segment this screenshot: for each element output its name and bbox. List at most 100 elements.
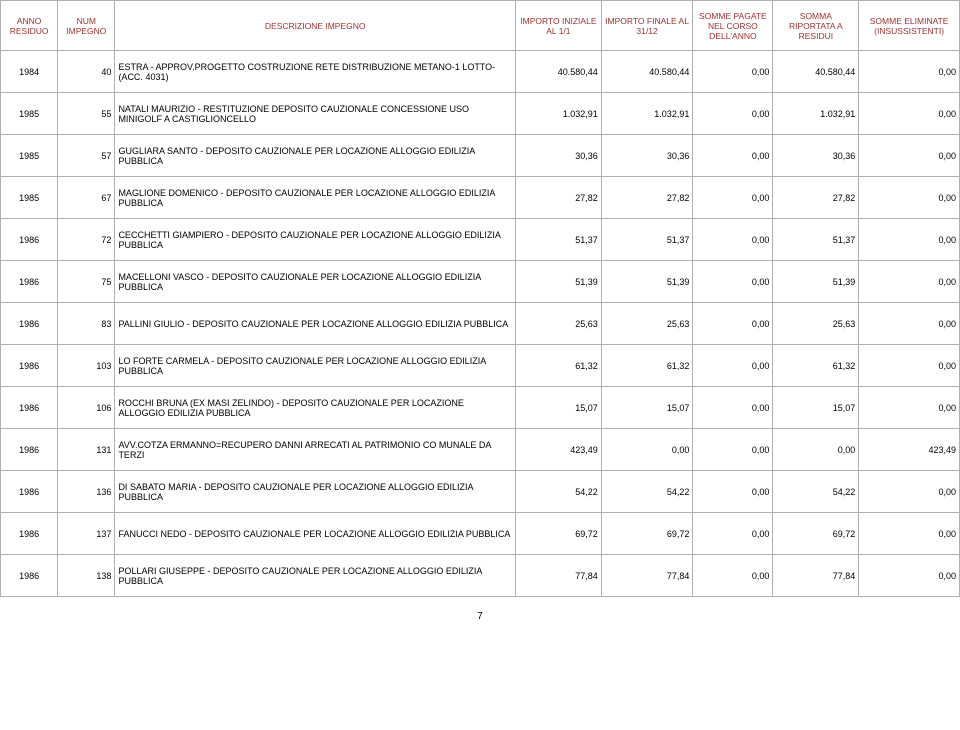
cell-anno: 1984	[1, 51, 58, 93]
cell-somme1: 0,00	[693, 219, 773, 261]
header-somme3: SOMME ELIMINATE (INSUSSISTENTI)	[859, 1, 960, 51]
cell-num: 75	[58, 261, 115, 303]
header-imp1: IMPORTO INIZIALE AL 1/1	[515, 1, 601, 51]
cell-somme3: 0,00	[859, 219, 960, 261]
cell-imp2: 30,36	[601, 135, 693, 177]
cell-somme2: 15,07	[773, 387, 859, 429]
table-row: 1986103LO FORTE CARMELA - DEPOSITO CAUZI…	[1, 345, 960, 387]
cell-desc: POLLARI GIUSEPPE - DEPOSITO CAUZIONALE P…	[115, 555, 516, 597]
cell-num: 57	[58, 135, 115, 177]
cell-anno: 1986	[1, 219, 58, 261]
header-somme2: SOMMA RIPORTATA A RESIDUI	[773, 1, 859, 51]
cell-anno: 1986	[1, 387, 58, 429]
cell-somme3: 0,00	[859, 261, 960, 303]
cell-somme1: 0,00	[693, 261, 773, 303]
cell-desc: ROCCHI BRUNA (EX MASI ZELINDO) - DEPOSIT…	[115, 387, 516, 429]
cell-somme1: 0,00	[693, 93, 773, 135]
cell-somme1: 0,00	[693, 177, 773, 219]
cell-imp1: 69,72	[515, 513, 601, 555]
header-desc: DESCRIZIONE IMPEGNO	[115, 1, 516, 51]
cell-anno: 1986	[1, 471, 58, 513]
table-row: 198672CECCHETTI GIAMPIERO - DEPOSITO CAU…	[1, 219, 960, 261]
table-header: ANNO RESIDUO NUM IMPEGNO DESCRIZIONE IMP…	[1, 1, 960, 51]
cell-somme1: 0,00	[693, 51, 773, 93]
page-number: 7	[0, 611, 960, 622]
cell-somme3: 0,00	[859, 177, 960, 219]
cell-somme3: 423,49	[859, 429, 960, 471]
cell-desc: CECCHETTI GIAMPIERO - DEPOSITO CAUZIONAL…	[115, 219, 516, 261]
cell-imp2: 51,39	[601, 261, 693, 303]
cell-num: 67	[58, 177, 115, 219]
cell-desc: MACELLONI VASCO - DEPOSITO CAUZIONALE PE…	[115, 261, 516, 303]
cell-num: 103	[58, 345, 115, 387]
cell-somme3: 0,00	[859, 555, 960, 597]
table-row: 198557GUGLIARA SANTO - DEPOSITO CAUZIONA…	[1, 135, 960, 177]
cell-imp1: 15,07	[515, 387, 601, 429]
table-row: 1986106ROCCHI BRUNA (EX MASI ZELINDO) - …	[1, 387, 960, 429]
cell-desc: LO FORTE CARMELA - DEPOSITO CAUZIONALE P…	[115, 345, 516, 387]
cell-desc: ESTRA - APPROV.PROGETTO COSTRUZIONE RETE…	[115, 51, 516, 93]
cell-anno: 1986	[1, 345, 58, 387]
header-num: NUM IMPEGNO	[58, 1, 115, 51]
cell-somme1: 0,00	[693, 471, 773, 513]
cell-desc: FANUCCI NEDO - DEPOSITO CAUZIONALE PER L…	[115, 513, 516, 555]
cell-num: 83	[58, 303, 115, 345]
cell-imp1: 25,63	[515, 303, 601, 345]
cell-somme2: 1.032,91	[773, 93, 859, 135]
cell-anno: 1986	[1, 429, 58, 471]
cell-imp1: 1.032,91	[515, 93, 601, 135]
cell-somme2: 69,72	[773, 513, 859, 555]
cell-imp2: 0,00	[601, 429, 693, 471]
cell-imp2: 54,22	[601, 471, 693, 513]
table-row: 198555NATALI MAURIZIO - RESTITUZIONE DEP…	[1, 93, 960, 135]
cell-anno: 1986	[1, 261, 58, 303]
cell-imp2: 77,84	[601, 555, 693, 597]
cell-imp2: 1.032,91	[601, 93, 693, 135]
cell-somme2: 77,84	[773, 555, 859, 597]
table-body: 198440ESTRA - APPROV.PROGETTO COSTRUZION…	[1, 51, 960, 597]
cell-somme3: 0,00	[859, 471, 960, 513]
table-row: 1986131AVV.COTZA ERMANNO=RECUPERO DANNI …	[1, 429, 960, 471]
cell-imp2: 61,32	[601, 345, 693, 387]
cell-imp1: 27,82	[515, 177, 601, 219]
cell-somme2: 30,36	[773, 135, 859, 177]
cell-somme3: 0,00	[859, 303, 960, 345]
cell-imp1: 51,39	[515, 261, 601, 303]
cell-somme2: 27,82	[773, 177, 859, 219]
cell-imp2: 69,72	[601, 513, 693, 555]
cell-num: 72	[58, 219, 115, 261]
cell-somme3: 0,00	[859, 387, 960, 429]
cell-imp1: 77,84	[515, 555, 601, 597]
cell-desc: PALLINI GIULIO - DEPOSITO CAUZIONALE PER…	[115, 303, 516, 345]
cell-imp1: 30,36	[515, 135, 601, 177]
cell-somme1: 0,00	[693, 429, 773, 471]
table-row: 198683PALLINI GIULIO - DEPOSITO CAUZIONA…	[1, 303, 960, 345]
cell-somme2: 0,00	[773, 429, 859, 471]
cell-imp1: 51,37	[515, 219, 601, 261]
cell-somme1: 0,00	[693, 387, 773, 429]
cell-anno: 1986	[1, 555, 58, 597]
table-row: 198567MAGLIONE DOMENICO - DEPOSITO CAUZI…	[1, 177, 960, 219]
cell-num: 136	[58, 471, 115, 513]
cell-somme2: 51,39	[773, 261, 859, 303]
cell-somme1: 0,00	[693, 513, 773, 555]
cell-imp1: 40.580,44	[515, 51, 601, 93]
header-somme1: SOMME PAGATE NEL CORSO DELL'ANNO	[693, 1, 773, 51]
cell-anno: 1985	[1, 93, 58, 135]
cell-imp1: 54,22	[515, 471, 601, 513]
cell-desc: NATALI MAURIZIO - RESTITUZIONE DEPOSITO …	[115, 93, 516, 135]
cell-somme3: 0,00	[859, 135, 960, 177]
cell-imp2: 15,07	[601, 387, 693, 429]
cell-imp1: 61,32	[515, 345, 601, 387]
cell-somme3: 0,00	[859, 513, 960, 555]
cell-anno: 1986	[1, 513, 58, 555]
cell-imp2: 40.580,44	[601, 51, 693, 93]
table-row: 198440ESTRA - APPROV.PROGETTO COSTRUZION…	[1, 51, 960, 93]
cell-somme3: 0,00	[859, 345, 960, 387]
header-anno: ANNO RESIDUO	[1, 1, 58, 51]
table-row: 1986137FANUCCI NEDO - DEPOSITO CAUZIONAL…	[1, 513, 960, 555]
header-imp2: IMPORTO FINALE AL 31/12	[601, 1, 693, 51]
cell-somme1: 0,00	[693, 555, 773, 597]
cell-somme1: 0,00	[693, 345, 773, 387]
cell-somme2: 54,22	[773, 471, 859, 513]
